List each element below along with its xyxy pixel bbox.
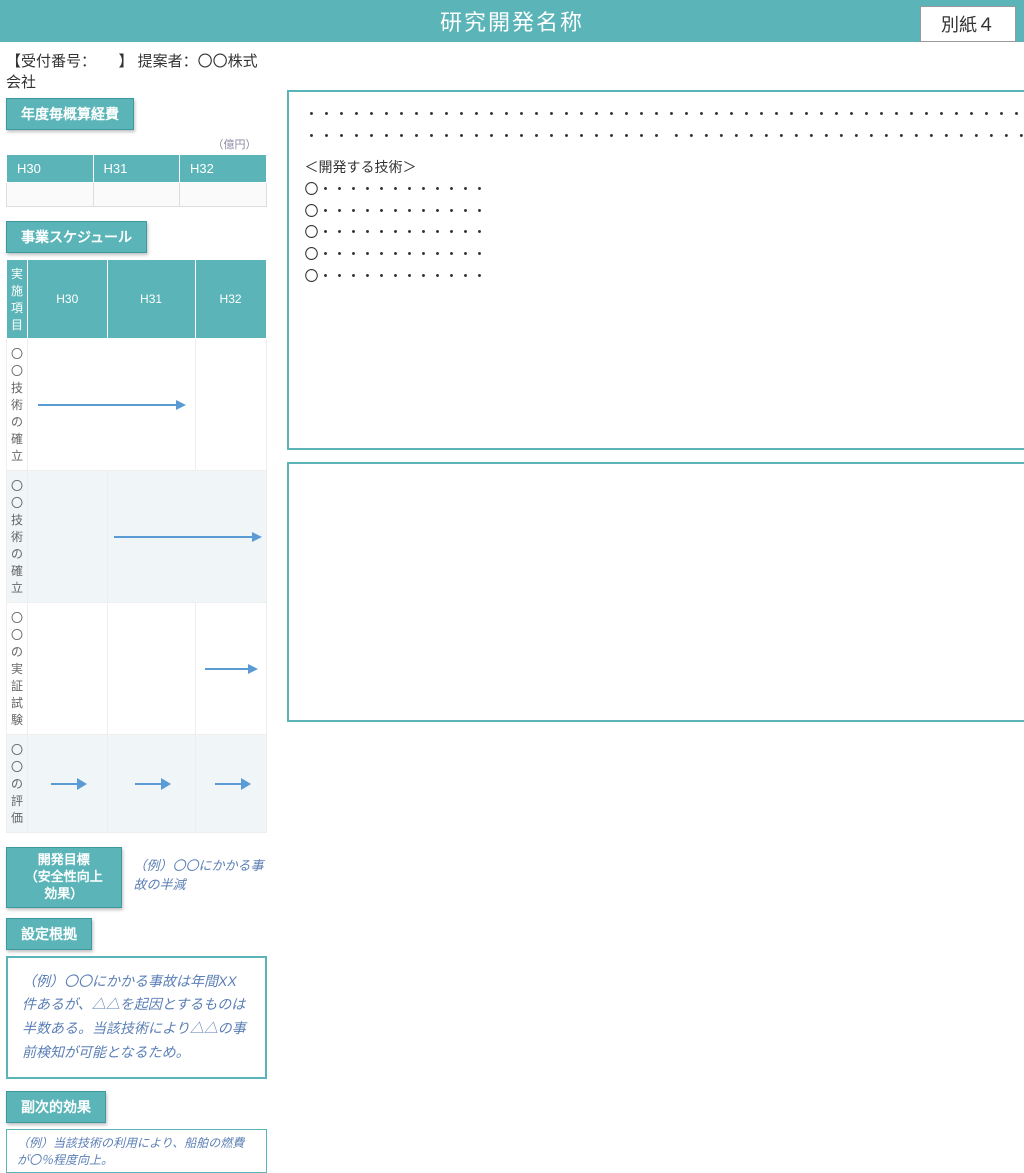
receipt-line: 【受付番号： 】 提案者：〇〇株式会社 (6, 50, 267, 92)
schedule-item: 〇〇の評価 (7, 735, 28, 833)
budget-col-h31: H31 (93, 155, 180, 183)
secondary-label: 副次的効果 (6, 1091, 106, 1123)
schedule-head-h30: H30 (28, 260, 108, 339)
tech-item: 〇・・・・・・・・・・・・ (305, 179, 1024, 201)
page-title: 研究開発名称 (440, 5, 584, 37)
schedule-item: 〇〇技術の確立 (7, 339, 28, 471)
goal-label: 開発目標 （安全性向上効果） (6, 847, 122, 908)
schedule-arrow-cell (107, 735, 195, 833)
schedule-label: 事業スケジュール (6, 221, 147, 253)
goal-label-line1: 開発目標 (38, 852, 90, 867)
schedule-item: 〇〇の実証試験 (7, 603, 28, 735)
schedule-head-h31: H31 (107, 260, 195, 339)
tech-item: 〇・・・・・・・・・・・・ (305, 244, 1024, 266)
rationale-label: 設定根拠 (6, 918, 92, 950)
schedule-empty-cell (195, 339, 266, 471)
goal-label-line2: （安全性向上効果） (25, 869, 103, 901)
illustration-box: （対象とする技術のイラストや図） (287, 462, 1024, 722)
tech-item: 〇・・・・・・・・・・・・ (305, 222, 1024, 244)
budget-table: H30 H31 H32 (6, 154, 267, 207)
schedule-arrow-cell (195, 735, 266, 833)
header-bar: 研究開発名称 別紙４ (0, 0, 1024, 42)
tech-item: 〇・・・・・・・・・・・・ (305, 201, 1024, 223)
schedule-arrow-cell (195, 603, 266, 735)
schedule-empty-cell (107, 603, 195, 735)
goal-example: （例）〇〇にかかる事故の半減 (134, 847, 267, 893)
schedule-empty-cell (28, 471, 108, 603)
budget-col-h30: H30 (7, 155, 94, 183)
tech-heading: ＜開発する技術＞ (305, 157, 1024, 179)
right-column: 研究開発の概要 ・・・・・・・・・・・・・・・・・・・・・・・・・・・・・・・・… (287, 50, 1024, 1173)
schedule-arrow-cell (28, 735, 108, 833)
left-column: 【受付番号： 】 提案者：〇〇株式会社 年度毎概算経費 （億円） H30 H31… (6, 50, 267, 1173)
schedule-arrow-cell (28, 339, 196, 471)
secondary-box: （例）当該技術の利用により、船舶の燃費が〇％程度向上。 (6, 1129, 267, 1173)
attachment-label: 別紙４ (920, 6, 1016, 42)
rationale-box: （例）〇〇にかかる事故は年間XX件あるが、△△を起因とするものは半数ある。当該技… (6, 956, 267, 1079)
content-area: 【受付番号： 】 提案者：〇〇株式会社 年度毎概算経費 （億円） H30 H31… (0, 42, 1024, 1173)
schedule-head-item: 実施項目 (7, 260, 28, 339)
tech-item: 〇・・・・・・・・・・・・ (305, 266, 1024, 288)
budget-label: 年度毎概算経費 (6, 98, 134, 130)
budget-col-h32: H32 (180, 155, 267, 183)
goal-row: 開発目標 （安全性向上効果） （例）〇〇にかかる事故の半減 (6, 847, 267, 908)
overview-dots: ・・・・・・・・・・・・・・・・・・・・・・・・・・・・・・・・・・・・・・・・… (305, 104, 1024, 147)
schedule-item: 〇〇技術の確立 (7, 471, 28, 603)
overview-box: ・・・・・・・・・・・・・・・・・・・・・・・・・・・・・・・・・・・・・・・・… (287, 90, 1024, 450)
budget-cell (93, 183, 180, 207)
budget-cell (7, 183, 94, 207)
schedule-head-h32: H32 (195, 260, 266, 339)
schedule-arrow-cell (107, 471, 266, 603)
schedule-empty-cell (28, 603, 108, 735)
schedule-table: 実施項目 H30 H31 H32 〇〇技術の確立 〇〇技術の確立 〇 (6, 259, 267, 833)
budget-unit: （億円） (6, 136, 257, 152)
budget-cell (180, 183, 267, 207)
